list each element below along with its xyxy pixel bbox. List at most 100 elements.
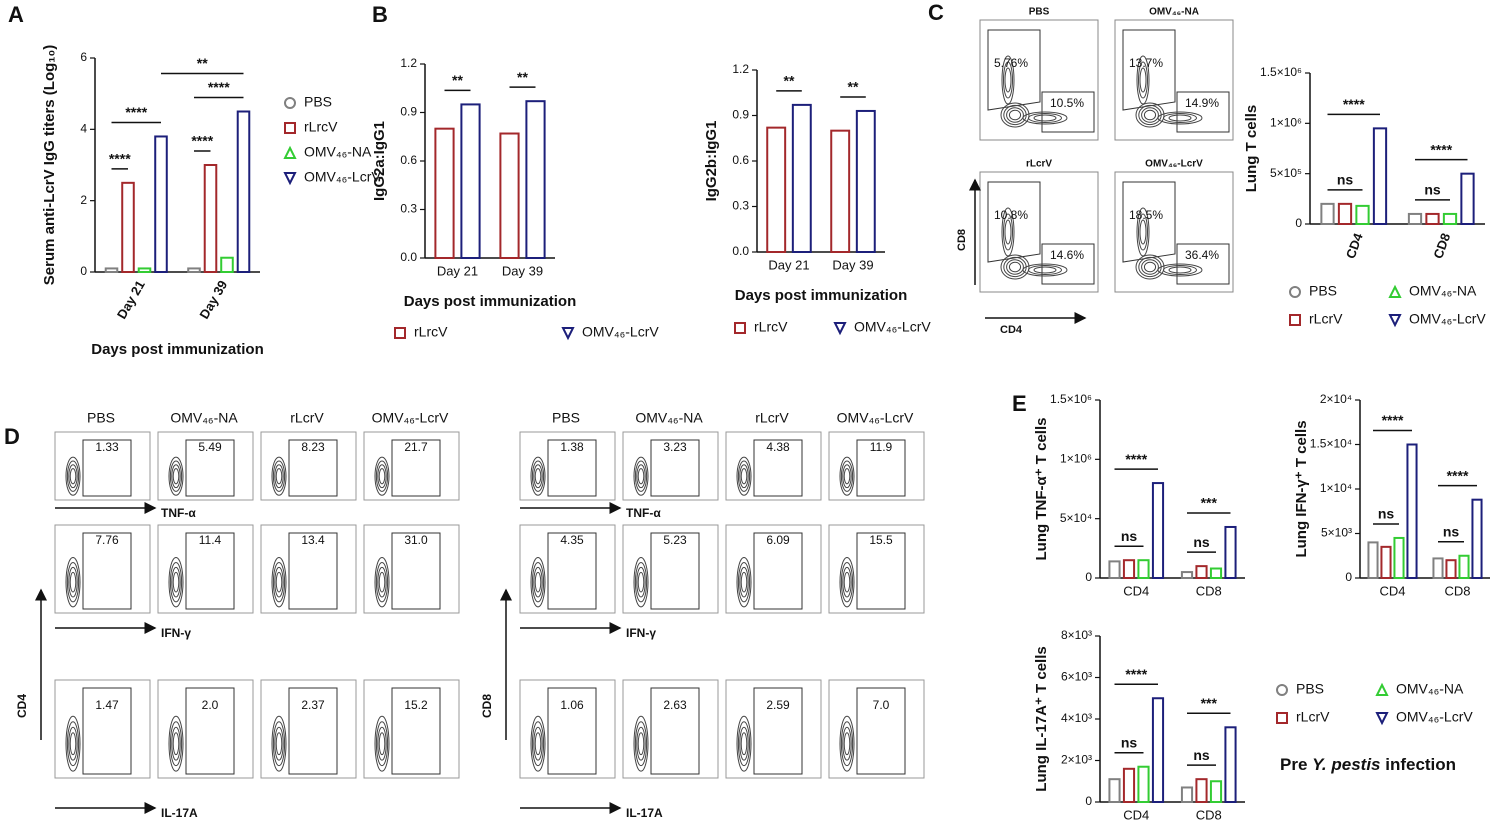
y-tick-label: 0.9	[400, 105, 417, 119]
contour	[737, 721, 751, 767]
y-tick-label: 4×10³	[1061, 711, 1092, 725]
contour	[1141, 259, 1159, 275]
flow-axis: IL-17A	[626, 806, 663, 820]
gate-value: 1.47	[95, 698, 119, 712]
bar	[236, 110, 251, 273]
contour	[1143, 109, 1157, 121]
contour	[1006, 259, 1024, 275]
y-tick-label: 0.3	[732, 199, 749, 213]
contour	[1141, 107, 1159, 123]
contour	[739, 726, 749, 761]
bar	[1195, 565, 1208, 580]
contour	[842, 726, 852, 761]
bar	[1425, 212, 1440, 226]
gate	[856, 687, 906, 775]
significance-label: ****	[208, 79, 230, 95]
contour	[843, 732, 851, 756]
gate-value: 13.7%	[1129, 56, 1163, 70]
gate-value: 2.59	[766, 698, 790, 712]
gate	[185, 687, 235, 775]
x-tick-label: Day 39	[196, 278, 230, 322]
contour	[1028, 265, 1062, 275]
bar	[1367, 541, 1379, 580]
bar	[1393, 536, 1405, 580]
contour	[168, 715, 184, 772]
flow-plot	[1114, 171, 1234, 293]
contour	[69, 468, 77, 485]
contour	[531, 460, 545, 492]
contour	[634, 561, 648, 603]
flow-axis: CD4	[1000, 324, 1023, 336]
note-part: Pre	[1280, 755, 1312, 774]
legend-marker	[1276, 712, 1288, 724]
y-tick-label: 1×10⁴	[1320, 481, 1352, 495]
gate	[288, 532, 338, 610]
contour	[840, 460, 854, 492]
y-tick-label: 0	[1345, 570, 1352, 584]
y-tick-label: 0.6	[400, 153, 417, 167]
x-tick-label: Day 39	[832, 257, 873, 272]
contour	[375, 561, 389, 603]
contour	[634, 460, 648, 492]
contour	[1157, 111, 1203, 125]
panel-label: D	[4, 424, 20, 449]
y-tick-label: 5×10⁵	[1270, 166, 1302, 180]
flow-axis: IFN-γ	[626, 626, 656, 640]
significance-label: ****	[1125, 451, 1147, 467]
bar	[460, 103, 481, 259]
gate-value: 8.23	[301, 440, 325, 454]
bar	[1432, 557, 1444, 579]
bar	[1224, 726, 1237, 803]
legend-label: OMV₄₆-LcrV	[1409, 311, 1486, 327]
significance-label: ****	[1447, 467, 1469, 483]
bar	[137, 267, 152, 273]
legend-marker	[1388, 284, 1402, 298]
contour	[1168, 114, 1192, 122]
gate-value: 14.6%	[1050, 248, 1084, 262]
contour	[843, 571, 851, 593]
contour	[1143, 261, 1157, 273]
contour	[534, 468, 542, 485]
contour	[533, 726, 543, 761]
contour	[1139, 67, 1147, 93]
y-tick-label: 1.2	[400, 56, 417, 70]
contour	[530, 456, 546, 496]
contour	[275, 468, 283, 485]
x-axis-label: Days post immunization	[91, 341, 264, 358]
y-tick-label: 0	[1085, 570, 1092, 584]
y-tick-label: 1×10⁶	[1270, 116, 1302, 130]
bar	[1122, 559, 1136, 580]
contour	[168, 557, 184, 608]
note-part: infection	[1381, 755, 1457, 774]
contour	[172, 468, 180, 485]
significance-label: ns	[1121, 734, 1138, 750]
contour	[533, 464, 543, 489]
gate-value: 15.5	[869, 533, 893, 547]
y-tick-label: 1.2	[732, 62, 749, 76]
x-tick-label: Day 21	[768, 257, 809, 272]
contour	[68, 726, 78, 761]
contour	[1157, 263, 1203, 277]
gate-value: 4.35	[560, 533, 584, 547]
bar	[525, 100, 546, 259]
contour	[65, 715, 81, 772]
bar	[1460, 172, 1475, 226]
gate-value: 2.37	[301, 698, 325, 712]
contour	[1028, 113, 1062, 123]
y-axis-label: IgG2a:IgG1	[371, 121, 388, 201]
contour	[271, 557, 287, 608]
gate-value: 6.09	[766, 533, 790, 547]
gate-value: 2.0	[202, 698, 219, 712]
gate	[856, 439, 906, 497]
flow-plot	[1114, 19, 1234, 141]
contour	[634, 721, 648, 767]
gate	[185, 439, 235, 497]
contour	[172, 732, 180, 756]
flow-plot	[622, 431, 719, 501]
significance-label: **	[452, 72, 463, 88]
contour	[378, 732, 386, 756]
contour	[1000, 254, 1030, 280]
y-tick-label: 1.5×10⁶	[1050, 392, 1092, 406]
legend-marker	[1289, 286, 1301, 298]
